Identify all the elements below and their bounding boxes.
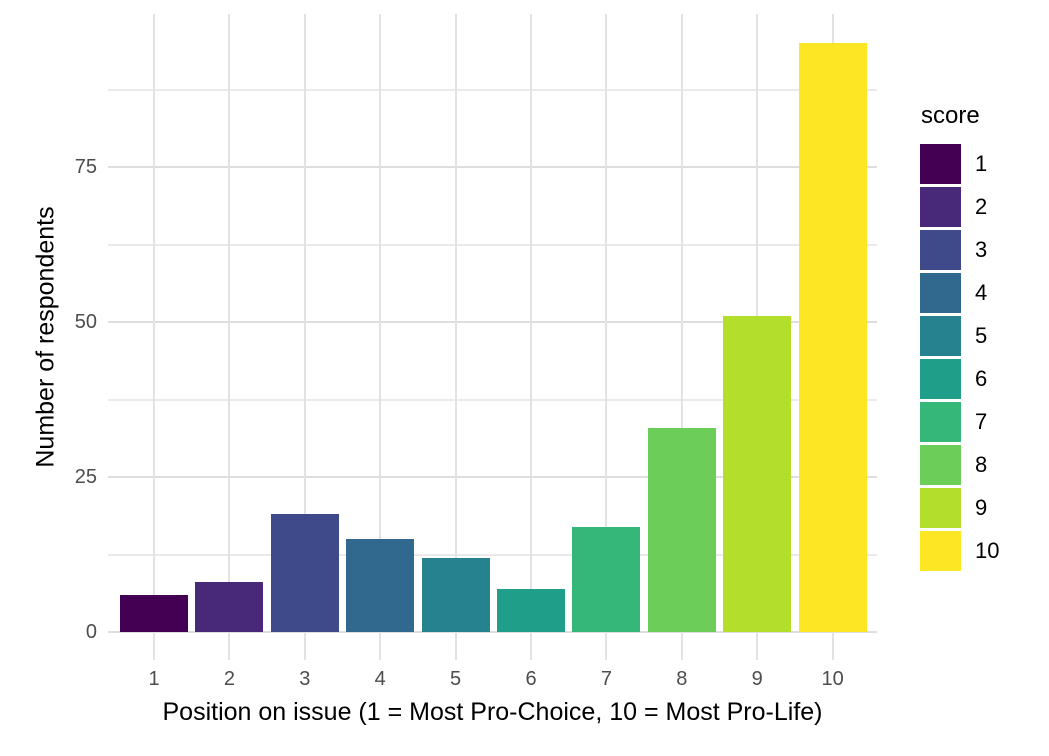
legend-swatch: [920, 187, 961, 227]
x-tick-label: 4: [374, 668, 386, 690]
y-axis-title: Number of respondents: [31, 206, 60, 468]
bar: [647, 427, 716, 632]
legend-label: 4: [975, 280, 988, 305]
legend-label: 7: [975, 409, 988, 434]
bar: [572, 526, 641, 632]
y-tick-label: 25: [74, 466, 97, 489]
bar: [346, 539, 415, 632]
x-gridline: [605, 14, 608, 660]
legend-label: 10: [975, 538, 1000, 563]
legend-key: 7: [920, 402, 999, 442]
x-tick-label: 10: [821, 668, 844, 690]
legend-key: 6: [920, 359, 999, 399]
x-axis-title: Position on issue (1 = Most Pro-Choice, …: [162, 698, 823, 726]
bar: [270, 514, 339, 632]
y-tick-label: 50: [74, 311, 97, 334]
y-gridline-major: [108, 631, 877, 633]
y-tick-label: 0: [85, 621, 97, 643]
x-gridline: [680, 14, 683, 660]
legend-key: 1: [920, 144, 999, 184]
x-tick-label: 6: [525, 668, 537, 690]
bar: [120, 594, 188, 632]
legend-swatch: [920, 316, 961, 356]
x-tick-label: 3: [299, 668, 311, 690]
y-gridline-minor: [108, 553, 877, 556]
legend-key: 3: [920, 230, 999, 270]
x-tick-label: 1: [148, 668, 160, 690]
x-gridline: [530, 14, 532, 660]
x-tick-label: 2: [223, 668, 235, 690]
legend-key: 5: [920, 316, 999, 356]
x-gridline: [228, 14, 231, 660]
legend-label: 8: [975, 452, 988, 477]
x-tick-label: 5: [450, 668, 462, 690]
legend-title: score: [921, 102, 980, 129]
bar: [421, 557, 490, 632]
legend-key: 8: [920, 445, 999, 485]
y-gridline-major: [108, 476, 877, 479]
legend: score 1 2 3 4 5 6 7 8 9 10: [920, 102, 999, 574]
legend-key: 2: [920, 187, 999, 227]
legend-label: 5: [975, 323, 988, 348]
legend-swatch: [920, 402, 961, 442]
x-gridline: [303, 14, 306, 660]
legend-label: 9: [975, 495, 988, 520]
legend-swatch: [920, 488, 961, 528]
y-tick-label: 75: [74, 156, 97, 179]
legend-key: 4: [920, 273, 999, 313]
x-gridline: [379, 14, 382, 660]
legend-swatch: [920, 359, 961, 399]
legend-key: 9: [920, 488, 999, 528]
legend-swatch: [920, 230, 961, 270]
y-gridline-minor: [108, 398, 877, 401]
bar: [195, 582, 264, 632]
bar: [497, 588, 565, 632]
y-gridline-minor: [108, 243, 877, 246]
x-gridline: [454, 14, 457, 660]
y-gridline-minor: [108, 88, 877, 91]
legend-swatch: [920, 531, 961, 571]
plot-panel: [108, 14, 877, 660]
legend-keys: 1 2 3 4 5 6 7 8 9 10: [920, 144, 999, 571]
bar: [798, 43, 867, 632]
legend-swatch: [920, 273, 961, 313]
legend-label: 3: [975, 237, 988, 262]
legend-label: 1: [975, 151, 988, 176]
x-tick-label: 9: [751, 668, 763, 690]
legend-label: 6: [975, 366, 988, 391]
x-tick-label: 8: [676, 668, 688, 690]
legend-key: 10: [920, 531, 999, 571]
bar: [723, 316, 792, 632]
x-gridline: [153, 14, 155, 660]
y-gridline-major: [108, 166, 877, 169]
legend-swatch: [920, 445, 961, 485]
legend-label: 2: [975, 194, 988, 219]
y-gridline-major: [108, 321, 877, 324]
legend-swatch: [920, 144, 961, 184]
x-tick-label: 7: [600, 668, 612, 690]
